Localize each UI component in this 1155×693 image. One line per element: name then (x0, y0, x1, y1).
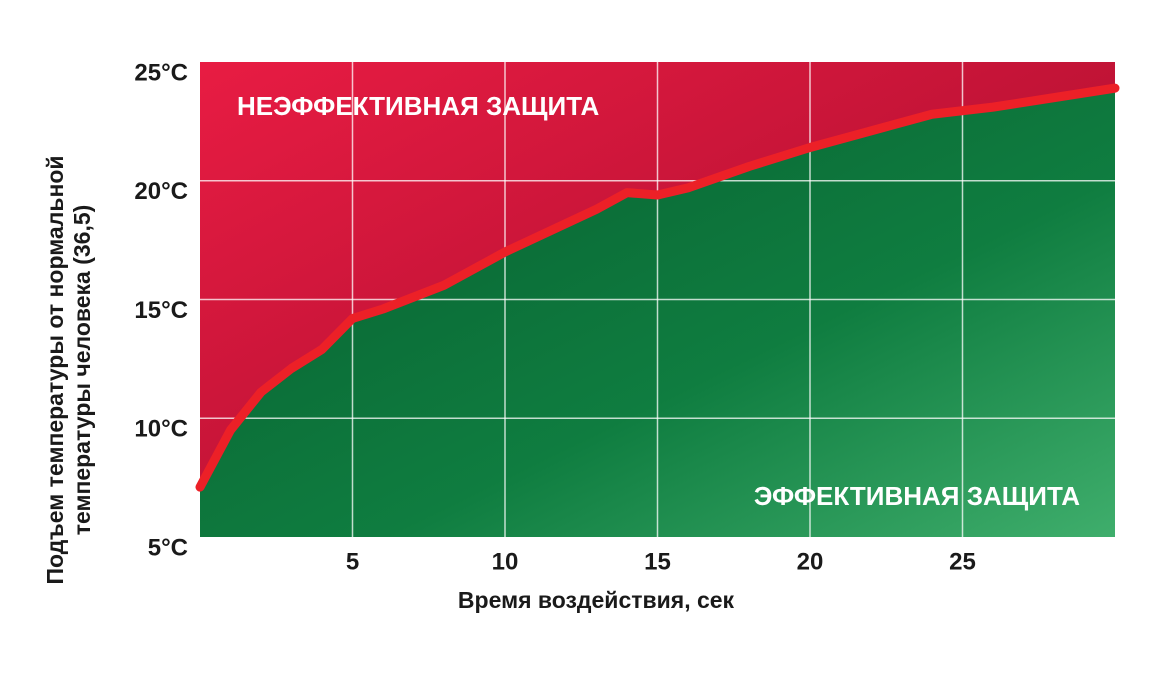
y-tick-label: 5°C (148, 534, 188, 561)
y-tick-label: 15°C (134, 297, 188, 324)
x-tick-label: 15 (644, 548, 671, 575)
x-tick-label: 25 (949, 548, 976, 575)
y-tick-label: 20°C (134, 178, 188, 205)
x-tick-label: 10 (492, 548, 519, 575)
x-axis-label: Время воздействия, сек (458, 587, 735, 613)
y-tick-label: 25°C (134, 59, 188, 86)
x-tick-label: 5 (346, 548, 359, 575)
line (195, 83, 1120, 492)
annotation: ЭФФЕКТИВНАЯ ЗАЩИТА (754, 481, 1080, 511)
x-tick-label: 20 (797, 548, 824, 575)
y-axis-label: Подъем температуры от нормальной (42, 155, 68, 584)
y-axis-label: температуры человека (36,5) (69, 205, 95, 536)
plot (195, 62, 1120, 537)
annotation: НЕЭФФЕКТИВНАЯ ЗАЩИТА (237, 91, 599, 121)
y-tick-label: 10°C (134, 416, 188, 443)
